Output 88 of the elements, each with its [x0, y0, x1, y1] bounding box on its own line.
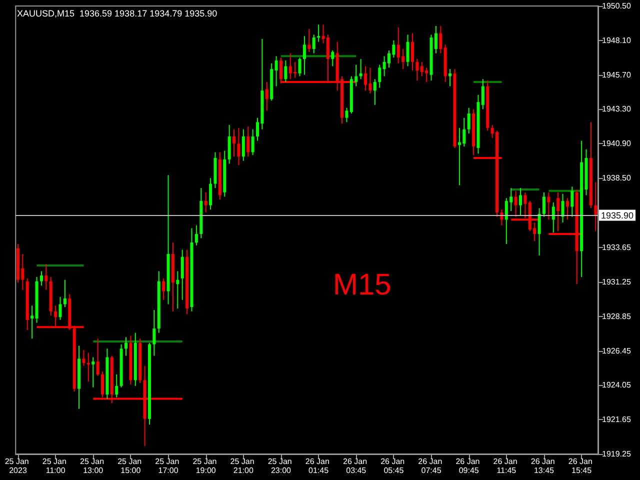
x-tick-label: 25 Jan 2023: [4, 457, 32, 475]
x-tick-label: 25 Jan 17:00: [155, 457, 182, 475]
candlestick: [566, 198, 569, 220]
y-tick-label: 1943.30: [602, 104, 632, 114]
candlestick: [312, 34, 316, 54]
candlestick: [63, 279, 66, 308]
candlestick: [152, 309, 156, 356]
candlestick: [58, 296, 62, 320]
y-tick-label: 1931.25: [602, 277, 632, 286]
candlestick: [96, 338, 100, 376]
candlestick: [298, 57, 302, 77]
candlestick: [406, 34, 410, 67]
candlestick: [251, 128, 254, 156]
candlestick: [345, 107, 348, 123]
x-tick-label: 25 Jan 13:00: [80, 457, 106, 475]
candlestick: [524, 192, 527, 219]
candlestick: [317, 24, 320, 42]
y-tick-label: 1948.10: [602, 36, 632, 45]
x-tick-label: 26 Jan 15:45: [568, 457, 595, 475]
candlestick: [204, 192, 208, 213]
x-tick-label: 26 Jan 13:45: [530, 457, 558, 475]
y-tick-label: 1933.65: [602, 243, 632, 252]
y-tick-label: 1938.50: [602, 174, 632, 183]
candlestick: [373, 78, 376, 106]
candlestick: [246, 126, 250, 158]
candlestick: [364, 66, 368, 92]
candlestick: [237, 127, 240, 166]
candlestick: [556, 192, 560, 232]
candlestick: [40, 270, 43, 286]
y-tick-label: 1928.85: [602, 312, 632, 321]
x-tick-label: 26 Jan 01:45: [305, 457, 332, 475]
x-tick-label: 26 Jan 07:45: [418, 457, 444, 475]
y-tick-label: 1924.05: [602, 380, 632, 390]
ref-line-label: 1935.90: [601, 210, 634, 220]
y-tick-label: 1919.25: [602, 450, 632, 458]
candlestick: [232, 128, 236, 158]
chart-title: XAUUSD,M15 1936.59 1938.17 1934.79 1935.90: [17, 8, 218, 18]
x-tick-label: 26 Jan 09:45: [456, 457, 482, 475]
candlestick: [552, 202, 555, 234]
candlestick: [514, 190, 518, 218]
annotation: M15: [333, 268, 392, 302]
candlestick: [594, 182, 598, 232]
x-tick-label: 26 Jan 03:45: [343, 457, 370, 475]
candlestick: [265, 81, 268, 112]
candlestick: [82, 350, 86, 366]
x-tick-label: 26 Jan 11:45: [493, 457, 520, 475]
candlestick: [176, 270, 180, 309]
candlestick: [308, 28, 311, 52]
candlestick: [570, 186, 574, 218]
x-tick-label: 25 Jan 11:00: [42, 457, 69, 475]
candlestick: [284, 60, 288, 82]
candlestick: [86, 352, 90, 382]
x-tick-label: 25 Jan 19:00: [192, 457, 219, 475]
candlestick: [162, 278, 166, 300]
candlestick: [561, 193, 564, 223]
candlestick: [228, 124, 231, 164]
x-tick-label: 25 Jan 15:00: [118, 457, 144, 475]
y-tick-label: 1940.90: [602, 139, 632, 148]
candlestick: [124, 336, 128, 356]
candlestick: [481, 78, 484, 110]
candlestick: [547, 192, 550, 220]
x-tick-label: 26 Jan 05:45: [380, 457, 407, 475]
y-tick-label: 1921.65: [602, 415, 632, 424]
candlestick: [519, 188, 522, 216]
candlestick: [30, 305, 34, 340]
candlestick: [92, 356, 95, 388]
candlestick: [410, 32, 414, 72]
candlestick: [242, 128, 245, 162]
y-tick-label: 1950.50: [602, 2, 632, 10]
candlestick: [378, 64, 382, 88]
y-tick-label: 1926.45: [602, 346, 632, 356]
candlestick: [180, 249, 184, 300]
candlestick: [44, 264, 48, 290]
x-tick-label: 25 Jan 21:00: [230, 457, 257, 475]
y-tick-label: 1945.70: [602, 70, 632, 80]
candlestick: [274, 56, 278, 87]
x-tick-label: 25 Jan 23:00: [268, 457, 294, 475]
candlestick: [302, 36, 306, 76]
candlestick: [538, 208, 541, 256]
candlestick: [439, 26, 442, 54]
candlestick: [194, 224, 198, 246]
candlestick: [54, 305, 58, 328]
candlestick: [416, 58, 419, 82]
candlestick: [542, 192, 546, 218]
candlestick: [331, 50, 334, 67]
candlestick: [467, 107, 470, 134]
candlestick: [209, 178, 212, 210]
candlestick: [115, 374, 118, 398]
